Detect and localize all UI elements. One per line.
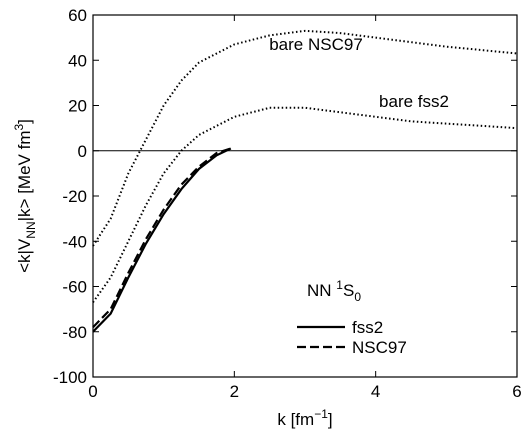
y-label-sup: 3 bbox=[12, 124, 26, 131]
series-line bbox=[92, 147, 232, 328]
legend-title-sub: 0 bbox=[354, 290, 361, 304]
x-tick-label: 4 bbox=[371, 382, 380, 401]
legend-title-sup: 1 bbox=[336, 278, 343, 292]
x-label-sup: −1 bbox=[314, 407, 328, 421]
legend-title-text: S bbox=[343, 281, 354, 300]
x-tick-label: 2 bbox=[230, 382, 239, 401]
y-tick-label: -80 bbox=[62, 323, 87, 342]
legend-label: NSC97 bbox=[352, 338, 407, 357]
series-line bbox=[92, 106, 518, 303]
y-label-text: |k> [MeV fm bbox=[15, 131, 34, 222]
y-tick-label: 60 bbox=[68, 6, 87, 25]
annotation: bare NSC97 bbox=[269, 35, 363, 54]
y-tick-label: -40 bbox=[62, 232, 87, 251]
y-label-text: ] bbox=[15, 119, 34, 124]
x-axis-label: k [fm−1] bbox=[277, 407, 332, 429]
y-label-text: <k|V bbox=[15, 238, 34, 273]
plot-frame bbox=[92, 14, 518, 378]
legend-title-text: NN bbox=[307, 281, 336, 300]
legend-label: fss2 bbox=[352, 318, 383, 337]
y-axis-label: <k|VNN|k> [MeV fm3] bbox=[12, 119, 38, 273]
y-tick-label: 0 bbox=[78, 142, 87, 161]
series-line bbox=[92, 147, 232, 333]
x-label-text: ] bbox=[328, 410, 333, 429]
x-tick-label: 6 bbox=[512, 382, 521, 401]
y-tick-label: -20 bbox=[62, 187, 87, 206]
y-label-sub: NN bbox=[24, 221, 38, 238]
x-label-text: k [fm bbox=[277, 410, 314, 429]
x-tick-label: 0 bbox=[88, 382, 97, 401]
annotation: bare fss2 bbox=[379, 92, 449, 111]
legend-title: NN 1S0 bbox=[307, 278, 361, 304]
y-tick-label: -100 bbox=[53, 368, 87, 387]
y-tick-label: 40 bbox=[68, 51, 87, 70]
y-tick-label: 20 bbox=[68, 97, 87, 116]
y-tick-label: -60 bbox=[62, 278, 87, 297]
series-line bbox=[92, 29, 518, 247]
